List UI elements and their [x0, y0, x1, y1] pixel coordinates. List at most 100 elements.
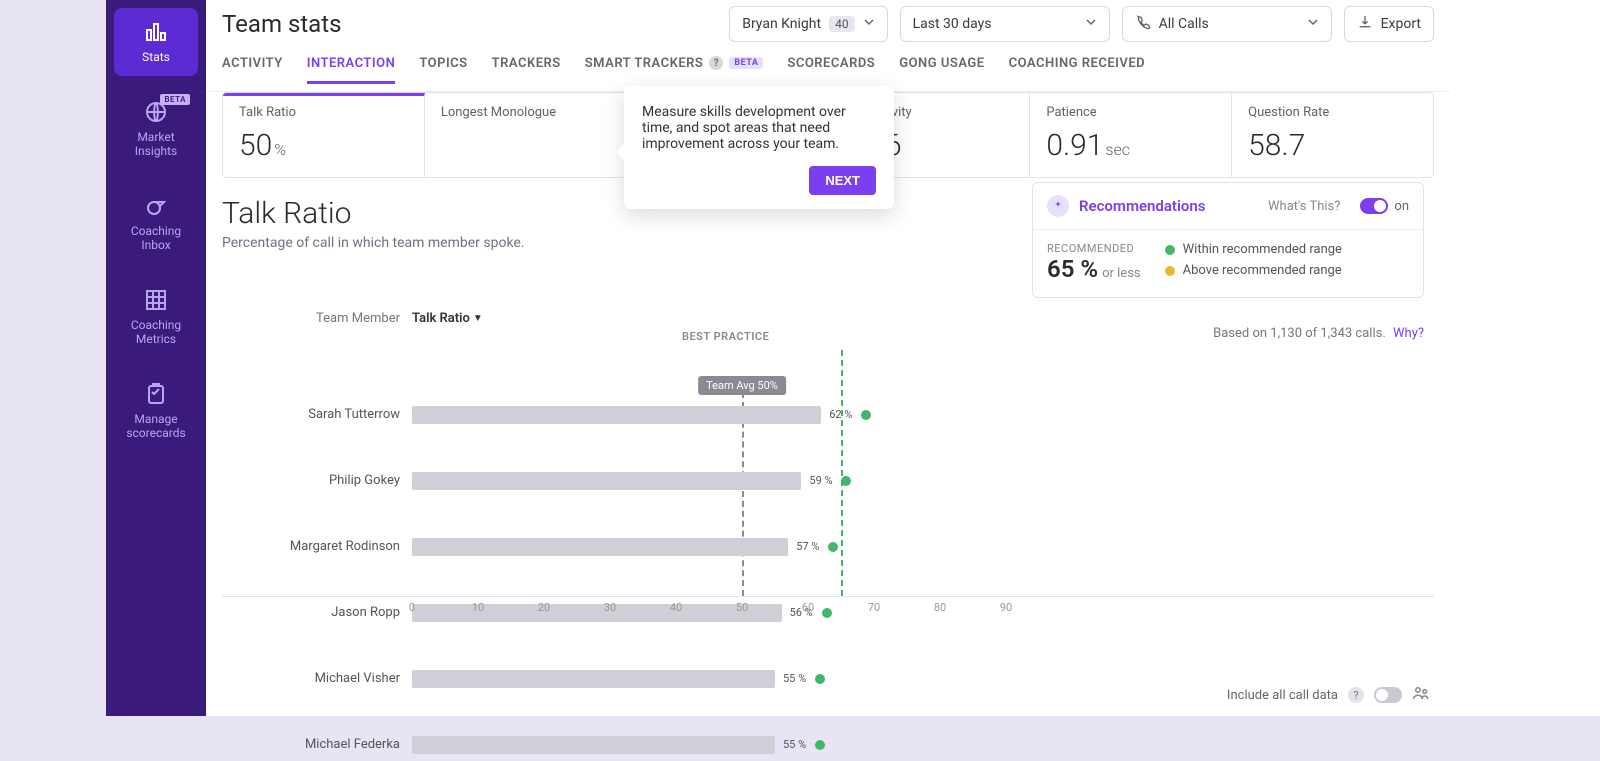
x-tick: 50 — [736, 601, 748, 614]
dot-above-icon — [1165, 266, 1175, 276]
x-tick: 70 — [868, 601, 880, 614]
export-label: Export — [1381, 16, 1421, 32]
tab-scorecards[interactable]: SCORECARDS — [787, 56, 875, 84]
row-bar — [412, 736, 775, 754]
row-bar — [412, 406, 821, 424]
recommended-value: 65 %or less — [1047, 255, 1141, 283]
talk-ratio-chart: BEST PRACTICE Team Avg 50% Sarah Tutterr… — [222, 334, 1434, 597]
chart-row[interactable]: Philip Gokey59 % — [412, 464, 1072, 497]
sidebar-item-manage-scorecards[interactable]: Manage scorecards — [114, 370, 198, 452]
row-name: Michael Visher — [222, 671, 400, 686]
chevron-down-icon — [863, 16, 875, 32]
metric-card[interactable]: Patience0.91sec — [1030, 93, 1232, 177]
sidebar-item-label: Manage scorecards — [118, 412, 194, 440]
row-status-dot — [841, 476, 851, 486]
row-track: 55 % — [412, 736, 1072, 754]
row-name: Philip Gokey — [222, 473, 400, 488]
tab-trackers[interactable]: TRACKERS — [492, 56, 561, 84]
x-tick: 80 — [934, 601, 946, 614]
row-name: Jason Ropp — [222, 605, 400, 620]
recommendations-link[interactable]: Recommendations — [1079, 197, 1205, 215]
row-status-dot — [828, 542, 838, 552]
sidebar-item-label: Stats — [118, 50, 194, 64]
tab-interaction[interactable]: INTERACTION — [307, 56, 396, 84]
legend-above: Above recommended range — [1165, 263, 1342, 278]
bar-chart-icon — [118, 20, 194, 44]
row-status-dot — [815, 674, 825, 684]
clipboard-icon — [118, 382, 194, 406]
recommendations-panel: Recommendations What's This? on RECOMMEN… — [1032, 182, 1424, 298]
row-bar — [412, 670, 775, 688]
metric-label: Longest Monologue — [441, 105, 610, 120]
chart-row[interactable]: Sarah Tutterrow62 % — [412, 398, 1072, 431]
beta-badge: BETA — [160, 94, 190, 105]
chart-row[interactable]: Margaret Rodinson57 % — [412, 530, 1072, 563]
calls-filter-dropdown[interactable]: All Calls — [1122, 6, 1332, 42]
metric-card[interactable]: Longest Monologue — [425, 93, 627, 177]
row-track: 55 % — [412, 670, 1072, 688]
x-tick: 60 — [802, 601, 814, 614]
metric-value: 58.7 — [1248, 128, 1417, 163]
row-name: Michael Federka — [222, 737, 400, 752]
x-tick: 10 — [472, 601, 484, 614]
x-tick: 30 — [604, 601, 616, 614]
onboarding-popover: Measure skills development over time, an… — [624, 86, 894, 209]
chart-column-headers: Team Member Talk Ratio ▼ — [222, 311, 1434, 326]
sidebar-item-label: Coaching Inbox — [118, 224, 194, 252]
sidebar-item-coaching-inbox[interactable]: Coaching Inbox — [114, 182, 198, 264]
include-all-toggle[interactable] — [1374, 687, 1402, 703]
metric-label: Talk Ratio — [239, 105, 408, 120]
sidebar-item-coaching-metrics[interactable]: Coaching Metrics — [114, 276, 198, 358]
tab-activity[interactable]: ACTIVITY — [222, 56, 283, 84]
row-track: 62 % — [412, 406, 1072, 424]
row-status-dot — [815, 740, 825, 750]
date-range-dropdown[interactable]: Last 30 days — [900, 6, 1110, 42]
x-tick: 0 — [409, 601, 415, 614]
sidebar-item-market-insights[interactable]: BETA Market Insights — [114, 88, 198, 170]
section-body: Talk Ratio Percentage of call in which t… — [206, 178, 1450, 621]
recommended-label: RECOMMENDED — [1047, 242, 1141, 255]
user-filter-dropdown[interactable]: Bryan Knight 40 — [729, 6, 887, 42]
row-value: 57 % — [790, 538, 819, 556]
tab-coaching-received[interactable]: COACHING RECEIVED — [1009, 56, 1146, 84]
whats-this-link[interactable]: What's This? — [1268, 199, 1340, 214]
whistle-icon — [118, 194, 194, 218]
row-track: 57 % — [412, 538, 1072, 556]
col-talk-ratio[interactable]: Talk Ratio ▼ — [412, 311, 483, 326]
chevron-down-icon — [1085, 16, 1097, 32]
col-team-member[interactable]: Team Member — [222, 311, 412, 326]
help-icon[interactable]: ? — [709, 56, 723, 70]
main-panel: Team stats Bryan Knight 40 Last 30 days … — [206, 0, 1600, 716]
left-sidebar: Stats BETA Market Insights Coaching Inbo… — [106, 0, 206, 716]
tab-topics[interactable]: TOPICS — [419, 56, 467, 84]
popover-next-button[interactable]: NEXT — [809, 166, 876, 195]
user-filter-count: 40 — [829, 16, 855, 32]
grid-icon — [118, 288, 194, 312]
metric-label: Question Rate — [1248, 105, 1417, 120]
help-icon[interactable]: ? — [1348, 687, 1364, 703]
x-axis: 0102030405060708090 — [412, 597, 1072, 621]
popover-text: Measure skills development over time, an… — [642, 104, 876, 152]
row-bar — [412, 538, 788, 556]
reco-toggle-label: on — [1394, 199, 1409, 214]
metric-value: 0.91sec — [1046, 128, 1215, 163]
x-tick: 20 — [538, 601, 550, 614]
export-button[interactable]: Export — [1344, 6, 1434, 42]
reco-toggle[interactable] — [1360, 198, 1388, 214]
sparkle-icon — [1047, 195, 1069, 217]
sidebar-item-stats[interactable]: Stats — [114, 8, 198, 76]
metric-card[interactable]: Question Rate 58.7 — [1232, 93, 1433, 177]
sidebar-item-label: Market Insights — [118, 130, 194, 158]
chevron-down-icon — [1307, 16, 1319, 32]
chart-row[interactable]: Michael Federka55 % — [412, 728, 1072, 761]
calls-filter-label: All Calls — [1159, 16, 1209, 32]
chart-row[interactable]: Michael Visher55 % — [412, 662, 1072, 695]
row-bar — [412, 472, 801, 490]
tab-gong-usage[interactable]: GONG USAGE — [899, 56, 984, 84]
header-bar: Team stats Bryan Knight 40 Last 30 days … — [206, 0, 1450, 48]
row-value: 59 % — [803, 472, 832, 490]
phone-icon — [1135, 14, 1151, 34]
metric-card[interactable]: Talk Ratio50% — [223, 93, 425, 177]
people-icon[interactable] — [1412, 684, 1430, 706]
tab-smart-trackers[interactable]: SMART TRACKERS ? BETA — [585, 56, 764, 84]
